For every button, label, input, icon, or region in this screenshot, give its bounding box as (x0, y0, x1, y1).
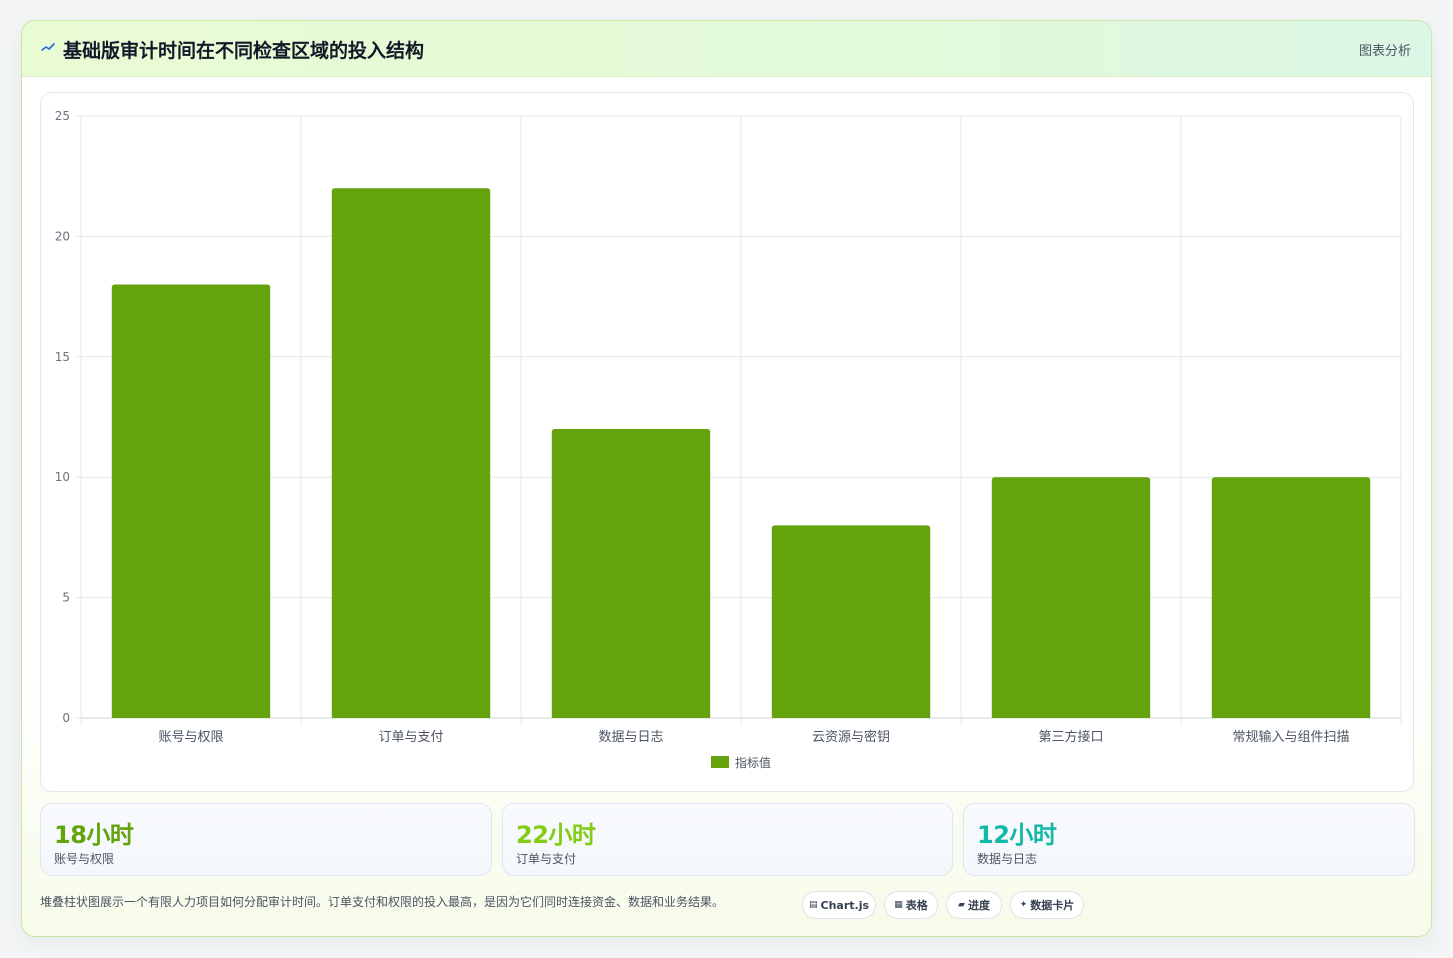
bar (1211, 477, 1371, 718)
stat-card-payment: 22小时 订单与支付 (502, 803, 953, 876)
y-tick-label: 10 (55, 470, 70, 484)
tag-label: 表格 (905, 899, 928, 912)
bar (991, 477, 1151, 718)
y-tick-label: 0 (62, 711, 70, 725)
x-tick-label: 第三方接口 (1038, 729, 1103, 745)
y-tick-label: 5 (62, 591, 70, 605)
stat-label: 数据与日志 (977, 852, 1038, 866)
tag-label: 进度 (967, 899, 990, 912)
tag-label: 数据卡片 (1030, 899, 1075, 912)
stat-value: 22小时 (516, 821, 596, 849)
chart-card: 基础版审计时间在不同检查区域的投入结构 图表分析 0 5 10 15 20 25 账号与权限… (21, 20, 1432, 937)
chart-line-icon (41, 43, 55, 51)
x-tick-label: 数据与日志 (598, 730, 663, 745)
stat-value: 18小时 (54, 821, 134, 849)
y-tick-label: 20 (55, 229, 70, 243)
legend-swatch (711, 756, 729, 768)
stat-card-accounts: 18小时 账号与权限 (40, 803, 492, 876)
tag-table[interactable]: ▦ 表格 (884, 891, 938, 919)
x-tick-label: 云资源与密钥 (812, 729, 890, 745)
bar (551, 429, 711, 718)
tag-progress[interactable]: ▰ 进度 (946, 891, 1002, 919)
card-header: 基础版审计时间在不同检查区域的投入结构 图表分析 (22, 21, 1431, 77)
chart-title: 基础版审计时间在不同检查区域的投入结构 (63, 40, 425, 62)
y-tick-label: 15 (55, 350, 70, 364)
bar-chart: 0 5 10 15 20 25 账号与权限 订单与支付 数据与日志 云资源与密钥 第三方接口 常规输入… (55, 109, 1402, 770)
x-tick-label: 账号与权限 (158, 729, 223, 745)
chart-analysis-link[interactable]: 图表分析 (1358, 44, 1411, 59)
progress-icon: ▰ (958, 900, 965, 910)
chart-panel: 0 5 10 15 20 25 账号与权限 订单与支付 数据与日志 云资源与密钥 第三方接口 常规输入… (40, 92, 1414, 792)
legend-label: 指标值 (735, 755, 771, 770)
stat-card-logs: 12小时 数据与日志 (963, 803, 1415, 876)
bar (111, 284, 271, 718)
tag-data-card[interactable]: ✦ 数据卡片 (1010, 891, 1084, 919)
stat-label: 账号与权限 (54, 852, 115, 866)
stat-label: 订单与支付 (516, 852, 577, 866)
sparkle-icon: ✦ (1019, 900, 1028, 910)
tag-label: Chart.js (820, 898, 870, 912)
y-tick-label: 25 (55, 109, 70, 123)
chart-footnote: 堆叠柱状图展示一个有限人力项目如何分配审计时间。订单支付和权限的投入最高，是因为… (40, 895, 725, 909)
bar (771, 525, 931, 718)
x-tick-label: 订单与支付 (378, 730, 443, 745)
table-icon: ▦ (894, 900, 903, 910)
x-tick-label: 常规输入与组件扫描 (1232, 729, 1349, 745)
chart-icon: ▤ (808, 900, 818, 910)
tag-chartjs[interactable]: ▤ Chart.js (802, 891, 876, 919)
bar (331, 188, 491, 718)
stat-value: 12小时 (977, 821, 1057, 849)
